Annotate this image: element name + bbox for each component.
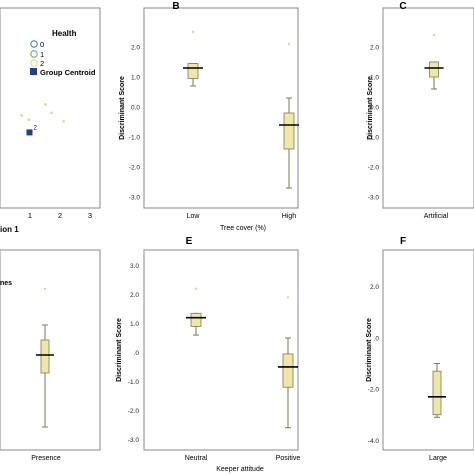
box-outlier-point — [286, 296, 290, 299]
panel-b: Discriminant Score 2.0 1.0 0.0 -1.0 -2.0 -3.0… — [119, 30, 299, 232]
panel-e-y-label: Discriminant Score — [116, 318, 123, 382]
panel-c-frame — [382, 7, 474, 209]
scatter-point — [27, 118, 31, 122]
legend-label-0: 0 — [40, 40, 44, 49]
group-centroid-label: 2 — [34, 125, 38, 131]
panel-b-y-tick-1: 1.0 — [131, 75, 140, 82]
panel-f-y-tick-3: -4.0 — [368, 438, 380, 445]
panel-c-y-tick-2: 0.0 — [370, 105, 379, 112]
panel-e-y-tick-2: 1.0 — [130, 321, 139, 328]
panel-a-x-label: ion 1 — [0, 225, 19, 234]
legend-label-2: 2 — [40, 59, 44, 68]
panel-e-frame — [143, 249, 299, 451]
box-iqr — [40, 339, 50, 374]
panel-letter-b: B — [172, 1, 179, 12]
panel-e-x-tick-positive: Positive — [276, 455, 301, 462]
panel-b-frame — [143, 7, 299, 209]
legend-marker-centroid — [30, 68, 37, 75]
panel-f-frame — [382, 249, 474, 451]
panel-b-y-tick-2: 0.0 — [131, 105, 140, 112]
panel-b-x-tick-low: Low — [187, 213, 201, 220]
panel-f-x-tick-large: Large — [429, 455, 447, 462]
legend-label-1: 1 — [40, 50, 44, 59]
panel-a: Health 0 1 2 Group Centroid 2 1 2 3 ion … — [0, 29, 100, 234]
panel-letter-c: C — [399, 1, 406, 12]
panel-e-x-tick-neutral: Neutral — [185, 455, 208, 462]
panel-b-x-label: Tree cover (%) — [220, 225, 266, 232]
panel-a-frame — [0, 7, 101, 209]
panel-b-x-tick-high: High — [282, 213, 297, 220]
panel-f: Discriminant Score 2.0 .0 -2.0 -4.0 Large — [366, 284, 447, 462]
panel-b-y-tick-5: -3.0 — [129, 195, 141, 202]
panel-e-y-tick-1: 2.0 — [130, 292, 139, 299]
scatter-point — [44, 103, 47, 106]
panel-c-y-tick-5: -3.0 — [368, 195, 380, 202]
panel-d-frame — [0, 249, 101, 451]
scatter-point — [50, 111, 53, 115]
panel-e-y-tick-5: -2.0 — [128, 408, 140, 415]
box-iqr — [282, 353, 294, 388]
box-outlier-point — [43, 287, 47, 291]
panel-b-y-tick-3: -1.0 — [129, 135, 141, 142]
box-iqr — [429, 61, 439, 78]
panel-b-y-tick-0: 2.0 — [131, 45, 140, 52]
legend-marker-0 — [30, 40, 38, 48]
legend-marker-2 — [30, 59, 38, 67]
panel-d: nes Presence — [0, 280, 61, 462]
panel-letter-f: F — [400, 236, 406, 247]
legend-marker-1 — [30, 50, 38, 58]
panel-c-y-tick-1: 1.0 — [370, 75, 379, 82]
box-outlier-point — [191, 30, 195, 34]
scatter-point — [20, 114, 23, 117]
panel-letter-e: E — [186, 236, 193, 247]
panel-f-y-label: Discriminant Score — [366, 318, 373, 382]
panel-d-x-tick-presence: Presence — [31, 455, 61, 462]
box-outlier-point — [194, 287, 198, 290]
panel-e-y-tick-3: .0 — [134, 350, 140, 357]
legend-label-centroid: Group Centroid — [40, 68, 96, 77]
panel-e: Discriminant Score 3.0 2.0 1.0 .0 -1.0 -2.0 -3… — [116, 263, 300, 473]
panel-f-y-tick-2: -2.0 — [368, 387, 380, 394]
panel-c-y-tick-3: -1.0 — [368, 135, 380, 142]
panel-e-y-tick-0: 3.0 — [130, 263, 139, 270]
panel-a-x-tick-2: 2 — [58, 211, 62, 220]
box-outlier-point — [432, 33, 436, 37]
panel-a-x-tick-1: 1 — [28, 211, 32, 220]
panel-c-x-tick-artificial: Artificial — [424, 213, 449, 220]
legend-title: Health — [52, 29, 77, 38]
panel-f-y-tick-1: .0 — [374, 335, 380, 342]
panel-f-y-tick-0: 2.0 — [370, 284, 379, 291]
group-centroid-marker — [26, 129, 33, 136]
box-iqr — [187, 63, 199, 79]
scatter-point — [62, 119, 65, 123]
panel-e-y-tick-6: -3.0 — [128, 437, 140, 444]
box-iqr — [283, 112, 295, 150]
box-iqr — [190, 312, 202, 327]
panel-c-y-label: Discriminant Score — [367, 76, 374, 140]
panel-b-y-tick-4: -2.0 — [129, 165, 141, 172]
panel-e-x-label: Keeper attitude — [216, 466, 264, 473]
panel-c-y-tick-0: 2.0 — [370, 45, 379, 52]
box-iqr — [432, 370, 442, 416]
box-outlier-point — [287, 42, 291, 46]
panel-c: Discriminant Score 2.0 1.0 0.0 -1.0 -2.0 -3.0… — [367, 33, 449, 220]
panel-a-x-tick-3: 3 — [88, 211, 92, 220]
panel-d-left-label: nes — [0, 280, 12, 287]
panel-c-y-tick-4: -2.0 — [368, 165, 380, 172]
panel-b-y-label: Discriminant Score — [119, 76, 126, 140]
panel-e-y-tick-4: -1.0 — [128, 379, 140, 386]
